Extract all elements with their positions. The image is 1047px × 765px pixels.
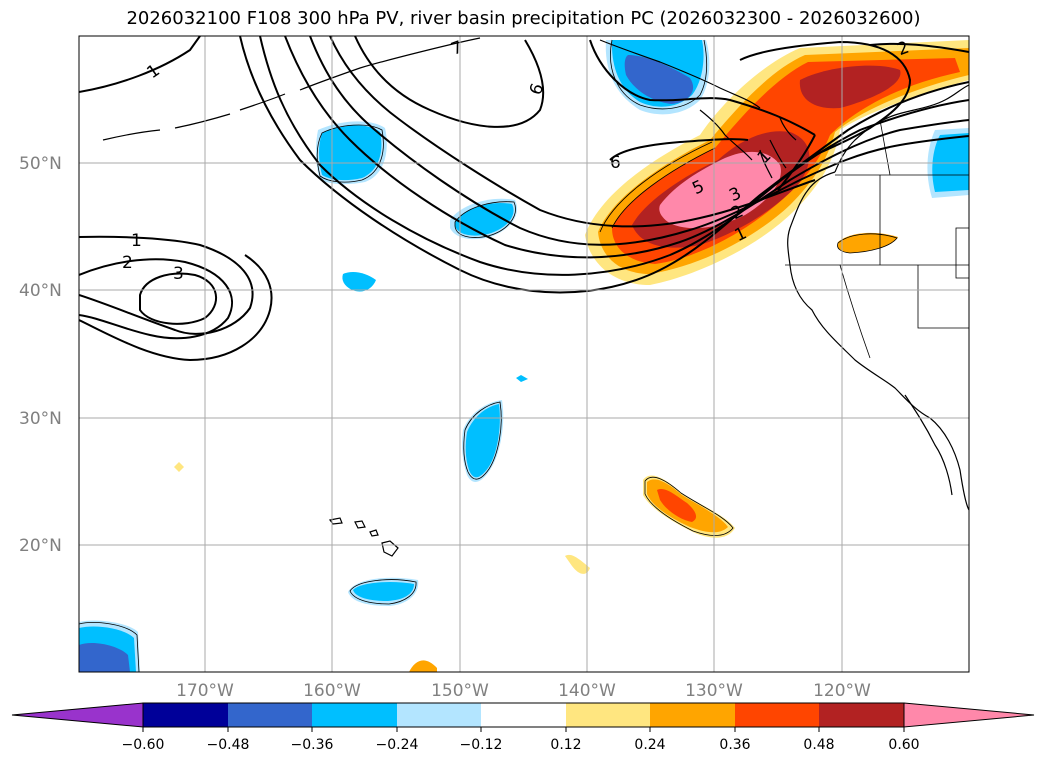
colorbar-segment bbox=[143, 703, 228, 727]
map-frame bbox=[78, 35, 970, 673]
colorbar-tick-label: −0.60 bbox=[122, 737, 165, 753]
colorbar-segment bbox=[566, 703, 650, 727]
gridlines bbox=[79, 36, 969, 672]
colorbar-ticks bbox=[142, 727, 905, 732]
lat-label-40n: 40°N bbox=[19, 281, 62, 301]
contour-label: 1 bbox=[131, 231, 142, 251]
latitude-labels: 50°N 40°N 30°N 20°N bbox=[19, 154, 62, 556]
colorbar-segment bbox=[481, 703, 566, 727]
lat-label-50n: 50°N bbox=[19, 154, 62, 174]
colorbar-segment bbox=[735, 703, 819, 727]
borders bbox=[785, 119, 969, 359]
colorbar-tick-label: −0.36 bbox=[291, 737, 334, 753]
colorbar-segment bbox=[650, 703, 735, 727]
colorbar-segment bbox=[397, 703, 481, 727]
colorbar-tick-label: 0.12 bbox=[550, 737, 581, 753]
colorbar-tick-label: 0.36 bbox=[719, 737, 750, 753]
lat-label-30n: 30°N bbox=[19, 409, 62, 429]
contour-label: 2 bbox=[122, 253, 133, 273]
colorbar-tick-label: −0.24 bbox=[376, 737, 419, 753]
colorbar-frame bbox=[142, 702, 905, 728]
colorbar: −0.60 −0.48 −0.36 −0.24 −0.12 0.12 0.24 … bbox=[11, 702, 1035, 753]
chart-title: 2026032100 F108 300 hPa PV, river basin … bbox=[126, 8, 921, 29]
colorbar-segment bbox=[228, 703, 312, 727]
lon-label-130w: 130°W bbox=[685, 681, 743, 701]
lon-label-150w: 150°W bbox=[431, 681, 489, 701]
lon-label-140w: 140°W bbox=[558, 681, 616, 701]
lat-label-20n: 20°N bbox=[19, 536, 62, 556]
negative-anomaly-patches bbox=[79, 40, 969, 672]
lon-label-120w: 120°W bbox=[813, 681, 871, 701]
coastlines bbox=[102, 37, 969, 557]
pv-contours bbox=[79, 36, 969, 362]
colorbar-tick-label: −0.12 bbox=[460, 737, 503, 753]
colorbar-extend-right bbox=[903, 702, 1035, 728]
positive-anomaly-patches bbox=[174, 232, 898, 672]
anomaly-outlines bbox=[79, 39, 898, 672]
colorbar-extend-left bbox=[11, 702, 144, 728]
lon-label-170w: 170°W bbox=[176, 681, 234, 701]
longitude-labels: 170°W 160°W 150°W 140°W 130°W 120°W bbox=[176, 681, 871, 701]
colorbar-tick-label: −0.48 bbox=[207, 737, 250, 753]
colorbar-tick-label: 0.48 bbox=[803, 737, 834, 753]
colorbar-tick-label: 0.24 bbox=[634, 737, 665, 753]
contour-label: 3 bbox=[173, 264, 184, 284]
colorbar-segment bbox=[819, 703, 904, 727]
lon-label-160w: 160°W bbox=[303, 681, 361, 701]
colorbar-labels: −0.60 −0.48 −0.36 −0.24 −0.12 0.12 0.24 … bbox=[122, 737, 920, 753]
colorbar-tick-label: 0.60 bbox=[888, 737, 919, 753]
colorbar-segment bbox=[312, 703, 397, 727]
